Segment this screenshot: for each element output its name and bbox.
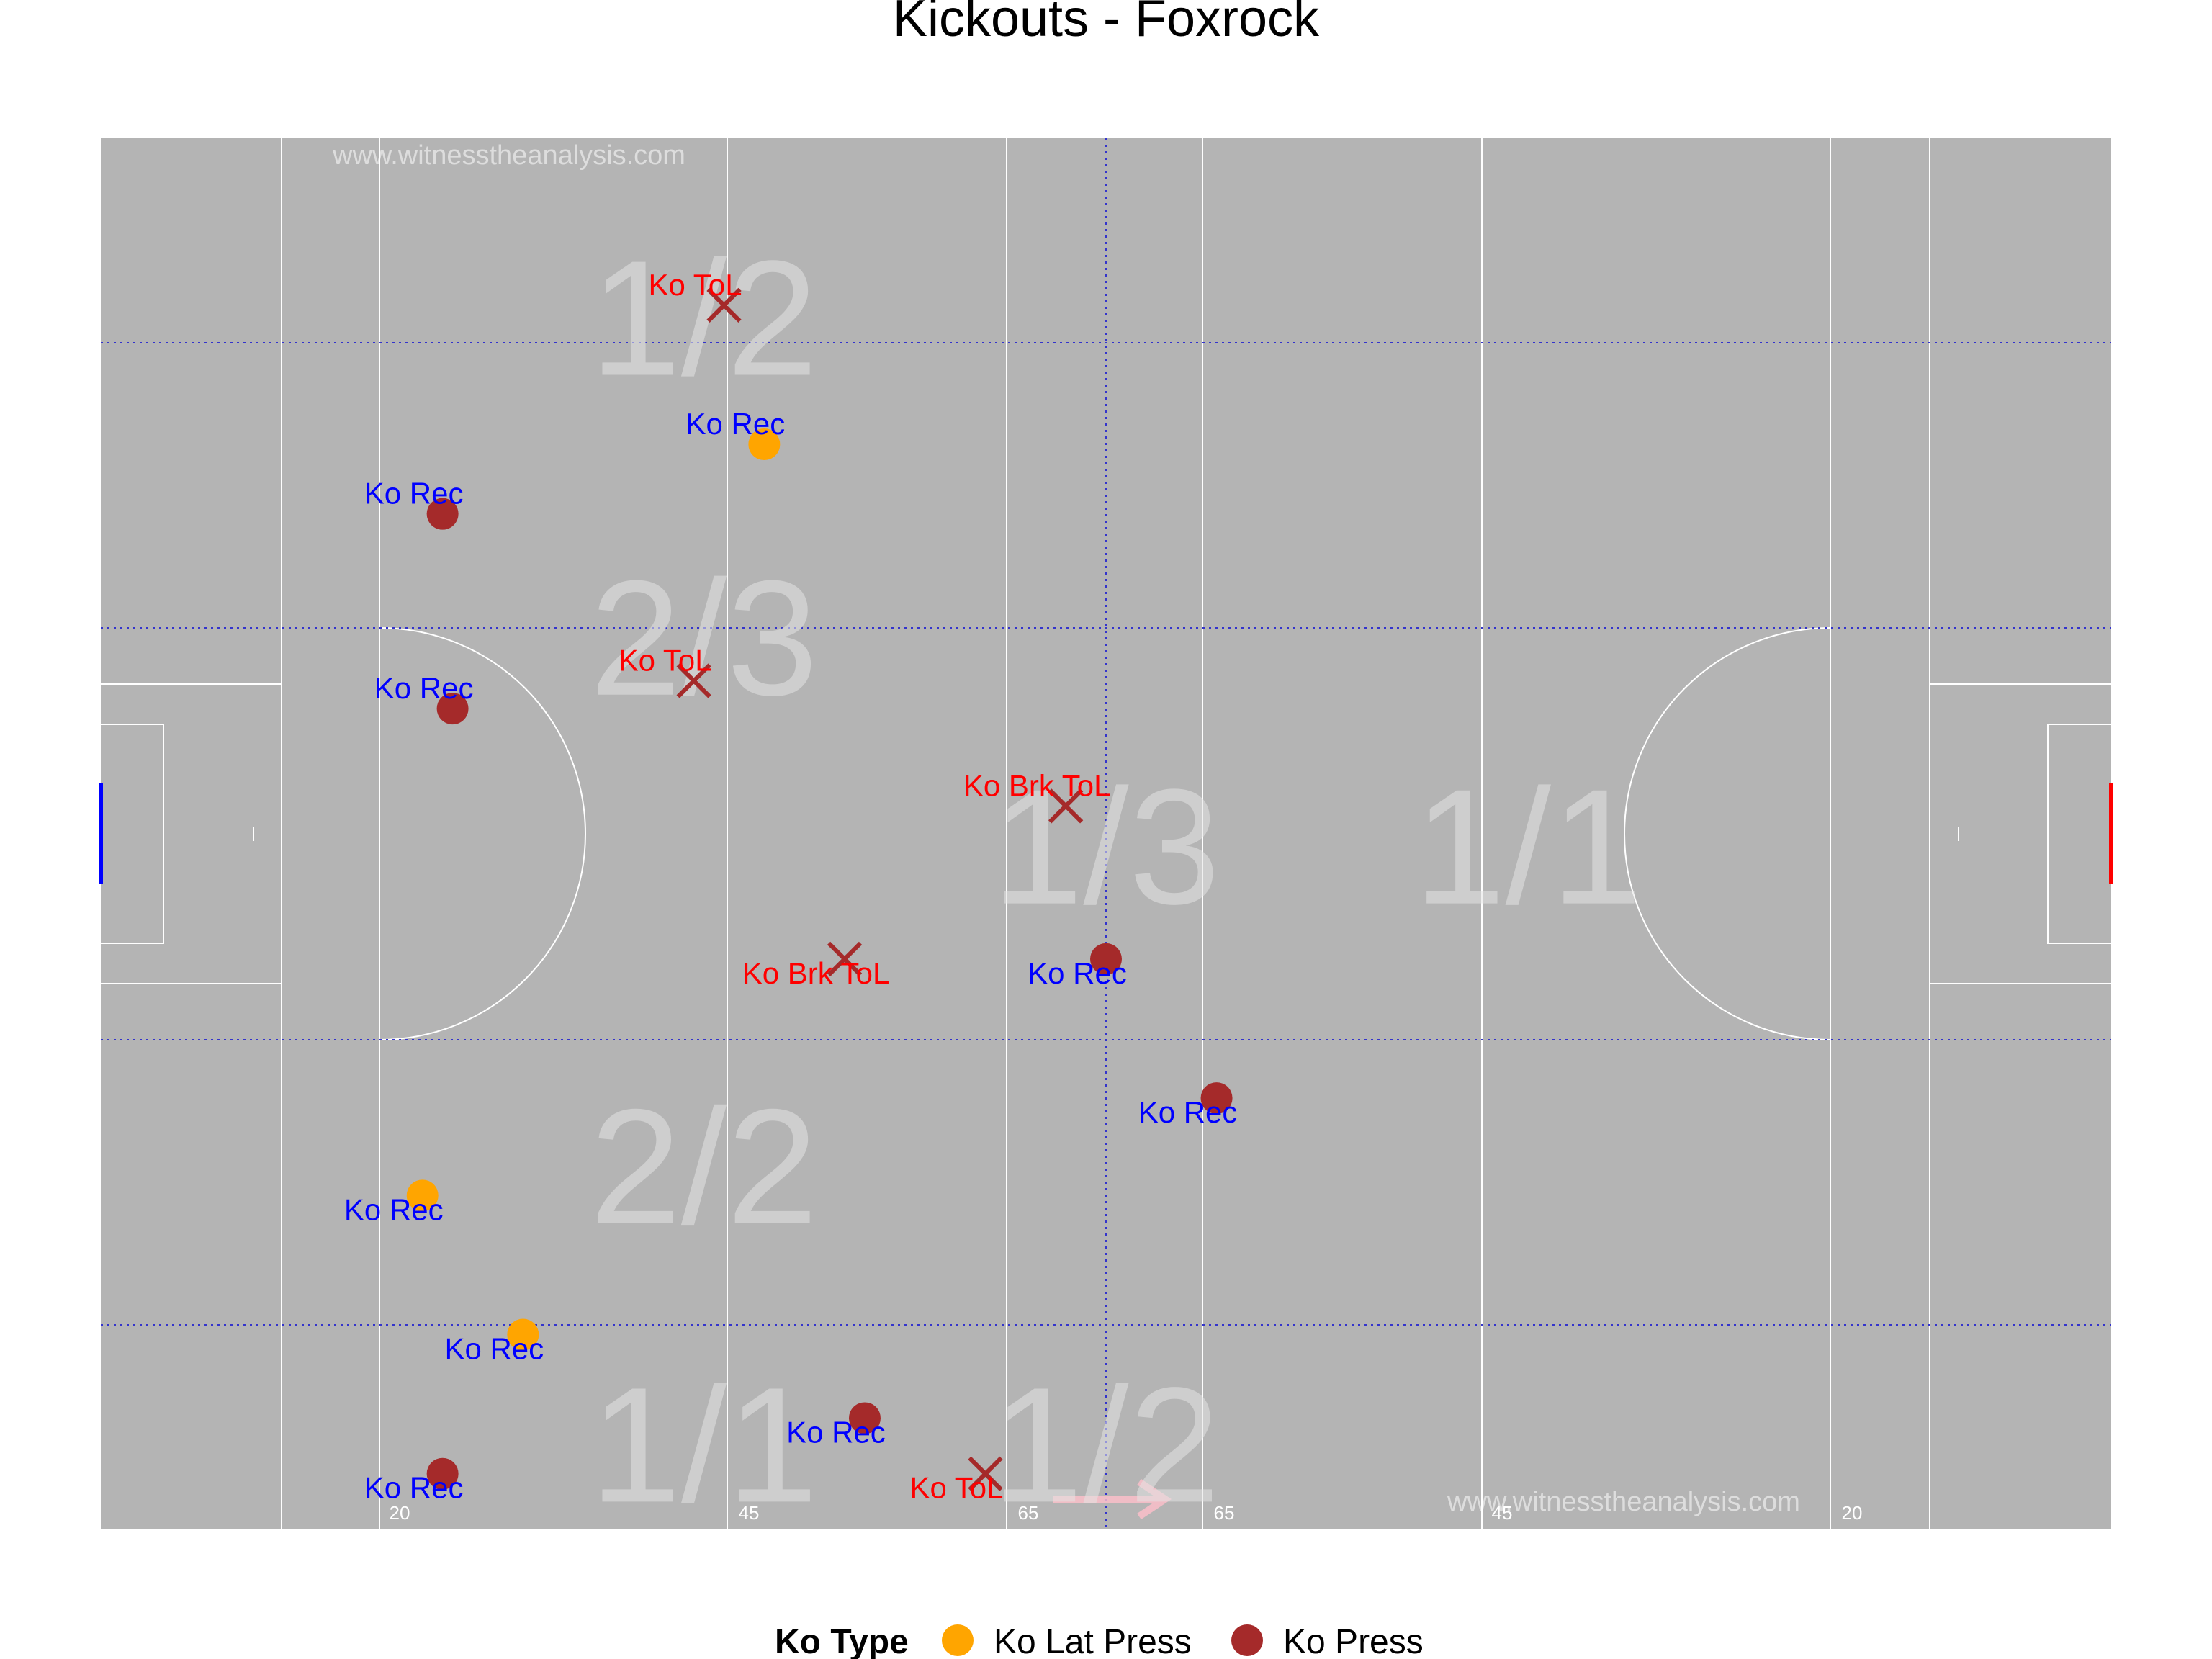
zone-label: 1/1 (1414, 756, 1642, 939)
pitch-ticks: 20 45 65 65 45 20 (390, 1502, 1863, 1524)
small-rectangle-right (2047, 724, 2111, 944)
ko-rec-point (848, 1402, 881, 1434)
point-label: Ko ToL (619, 643, 712, 677)
ko-rec-point (436, 693, 469, 725)
point-label: Ko Brk ToL (742, 956, 890, 990)
zone-label: 1/3 (992, 756, 1220, 939)
point-label: Ko Rec (1028, 956, 1127, 990)
point-label: Ko Rec (374, 671, 474, 705)
ko-rec-point (426, 498, 459, 530)
data-points: Ko ToL Ko Rec Ko Rec Ko ToL Ko Rec Ko Brk ToL… (344, 268, 1238, 1505)
point-label: Ko Rec (364, 1471, 464, 1505)
point-label: Ko Brk ToL (963, 768, 1111, 802)
ko-rec-point (1090, 943, 1122, 975)
watermark-bottom: www.witnesstheanalysis.com (1447, 1487, 1800, 1517)
point-label: Ko ToL (649, 268, 742, 302)
pitch-tick: 20 (1842, 1502, 1863, 1524)
point-label: Ko ToL (909, 1471, 1003, 1505)
legend-label-ko-press: Ko Press (1283, 1623, 1424, 1659)
pitch-tick: 65 (1214, 1502, 1235, 1524)
zone-dividers (101, 138, 2111, 1529)
zone-labels: 1/2 2/3 1/3 1/1 2/2 1/1 1/2 (590, 227, 1642, 1537)
large-rectangle-right (1929, 683, 2111, 984)
pitch-tick: 20 (390, 1502, 410, 1524)
ko-rec-point (507, 1318, 539, 1351)
large-rectangle-left (101, 683, 282, 984)
chart-title: Kickouts - Foxrock (893, 0, 1320, 48)
cross-stroke (706, 287, 742, 323)
zone-label: 1/2 (992, 1354, 1220, 1537)
zone-label: 1/2 (590, 227, 818, 410)
small-rectangle-left (101, 724, 164, 944)
ko-tol-marker (827, 941, 863, 977)
legend-label-ko-lat-press: Ko Lat Press (994, 1623, 1192, 1659)
cross-stroke (827, 941, 863, 977)
ko-tol-marker (1048, 788, 1084, 824)
point-label: Ko Rec (364, 477, 464, 511)
pitch-lines (101, 138, 2111, 1529)
cross-stroke (676, 663, 711, 698)
point-label: Ko Rec (1138, 1095, 1238, 1129)
arc-right (1624, 627, 1831, 1040)
ko-rec-point (406, 1179, 439, 1212)
ko-rec-point (426, 1457, 459, 1490)
ko-tol-marker (706, 287, 742, 323)
watermark-top: www.witnesstheanalysis.com (332, 140, 685, 171)
ko-tol-marker (968, 1456, 1003, 1491)
pitch: 20 45 65 65 45 20 www.witnesstheanalysis… (99, 138, 2113, 1537)
point-label: Ko Rec (344, 1192, 444, 1226)
cross-stroke (1048, 788, 1084, 824)
point-label: Ko Rec (685, 407, 785, 441)
pitch-tick: 65 (1018, 1502, 1039, 1524)
zone-label: 1/1 (590, 1354, 818, 1537)
legend-key-ko-lat-press (942, 1624, 974, 1656)
pitch-tick: 45 (739, 1502, 760, 1524)
ko-rec-point (1200, 1082, 1233, 1115)
legend-title: Ko Type (775, 1623, 909, 1659)
attack-direction-arrow (1053, 1478, 1172, 1520)
zone-label: 2/2 (590, 1076, 818, 1259)
ko-rec-point (748, 428, 781, 461)
legend: Ko Type Ko Lat Press Ko Press (775, 1623, 1424, 1659)
pitch-tick: 45 (1492, 1502, 1513, 1524)
point-label: Ko Rec (444, 1332, 544, 1366)
legend-key-ko-press (1231, 1624, 1263, 1656)
ko-tol-marker (676, 663, 711, 698)
arrow-head (1137, 1478, 1172, 1520)
cross-stroke (968, 1456, 1003, 1491)
zone-label: 2/3 (590, 547, 818, 730)
arc-left (379, 627, 586, 1040)
point-label: Ko Rec (786, 1415, 886, 1449)
